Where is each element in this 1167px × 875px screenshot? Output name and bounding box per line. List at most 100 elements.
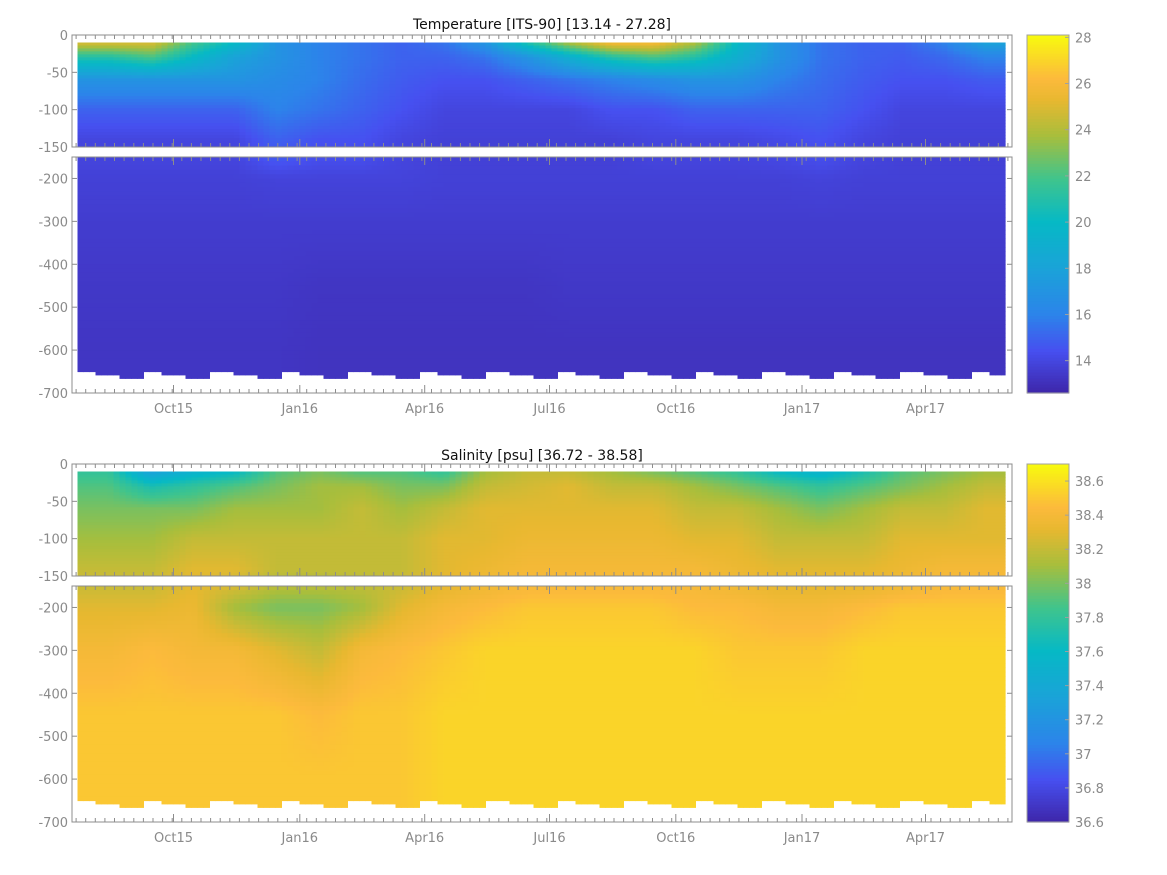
heatmap-cell — [192, 312, 199, 317]
heatmap-cell — [156, 324, 163, 329]
heatmap-cell — [276, 183, 283, 188]
heatmap-cell — [420, 234, 427, 239]
heatmap-cell — [174, 221, 181, 226]
heatmap-cell — [372, 183, 379, 188]
heatmap-cell — [270, 102, 277, 106]
heatmap-cell — [408, 251, 415, 256]
heatmap-cell — [270, 204, 277, 209]
heatmap-cell — [126, 183, 133, 188]
heatmap-cell — [96, 157, 103, 162]
heatmap-cell — [282, 324, 289, 329]
heatmap-cell — [264, 286, 271, 291]
heatmap-cell — [102, 93, 109, 97]
heatmap-cell — [414, 247, 421, 252]
heatmap-cell — [156, 367, 163, 372]
heatmap-cell — [204, 324, 211, 329]
heatmap-cell — [120, 269, 127, 274]
heatmap-cell — [402, 209, 409, 214]
heatmap-cell — [252, 239, 259, 244]
heatmap-cell — [384, 346, 391, 351]
heatmap-cell — [78, 273, 85, 278]
heatmap-cell — [216, 105, 223, 109]
heatmap-cell — [396, 87, 403, 91]
heatmap-cell — [150, 117, 157, 121]
heatmap-cell — [420, 286, 427, 291]
heatmap-cell — [420, 78, 427, 82]
heatmap-cell — [210, 60, 217, 64]
heatmap-cell — [84, 54, 91, 58]
heatmap-cell — [390, 209, 397, 214]
heatmap-cell — [384, 221, 391, 226]
heatmap-cell — [246, 170, 253, 175]
heatmap-cell — [354, 286, 361, 291]
heatmap-cell — [96, 260, 103, 265]
heatmap-cell — [114, 290, 121, 295]
heatmap-cell — [372, 138, 379, 142]
heatmap-cell — [96, 239, 103, 244]
heatmap-cell — [84, 60, 91, 64]
heatmap-cell — [294, 234, 301, 239]
heatmap-cell — [252, 316, 259, 321]
heatmap-cell — [258, 226, 265, 231]
heatmap-cell — [228, 120, 235, 124]
heatmap-cell — [204, 63, 211, 67]
heatmap-cell — [210, 221, 217, 226]
heatmap-cell — [192, 63, 199, 67]
heatmap-cell — [276, 57, 283, 61]
heatmap-cell — [198, 99, 205, 103]
heatmap-cell — [222, 290, 229, 295]
heatmap-cell — [276, 138, 283, 142]
heatmap-cell — [384, 359, 391, 364]
heatmap-cell — [402, 234, 409, 239]
heatmap-cell — [126, 43, 133, 47]
heatmap-cell — [318, 84, 325, 88]
heatmap-cell — [258, 217, 265, 222]
heatmap-cell — [372, 161, 379, 166]
heatmap-cell — [282, 123, 289, 127]
heatmap-cell — [312, 179, 319, 184]
heatmap-cell — [192, 174, 199, 179]
heatmap-cell — [330, 350, 337, 355]
heatmap-cell — [156, 141, 163, 145]
heatmap-cell — [348, 277, 355, 282]
heatmap-cell — [366, 243, 373, 248]
heatmap-cell — [228, 114, 235, 118]
heatmap-cell — [414, 286, 421, 291]
heatmap-cell — [120, 329, 127, 334]
heatmap-cell — [126, 376, 133, 379]
heatmap-cell — [408, 123, 415, 127]
heatmap-cell — [372, 247, 379, 252]
heatmap-cell — [390, 48, 397, 52]
heatmap-cell — [228, 299, 235, 304]
heatmap-cell — [156, 299, 163, 304]
heatmap-cell — [408, 191, 415, 196]
heatmap-cell — [420, 337, 427, 342]
heatmap-cell — [402, 170, 409, 175]
heatmap-cell — [354, 264, 361, 269]
heatmap-cell — [192, 269, 199, 274]
heatmap-cell — [324, 183, 331, 188]
heatmap-cell — [354, 333, 361, 338]
heatmap-cell — [210, 239, 217, 244]
heatmap-cell — [108, 96, 115, 100]
heatmap-cell — [276, 60, 283, 64]
heatmap-cell — [234, 179, 241, 184]
heatmap-cell — [162, 277, 169, 282]
heatmap-cell — [342, 51, 349, 55]
heatmap-cell — [390, 204, 397, 209]
heatmap-cell — [252, 247, 259, 252]
heatmap-cell — [138, 269, 145, 274]
heatmap-cell — [324, 307, 331, 312]
heatmap-cell — [240, 260, 247, 265]
heatmap-cell — [78, 234, 85, 239]
heatmap-cell — [96, 161, 103, 166]
heatmap-cell — [312, 312, 319, 317]
heatmap-cell — [162, 354, 169, 359]
heatmap-cell — [90, 234, 97, 239]
heatmap-cell — [204, 329, 211, 334]
heatmap-cell — [102, 217, 109, 222]
heatmap-cell — [396, 320, 403, 325]
heatmap-cell — [336, 230, 343, 235]
heatmap-cell — [396, 138, 403, 142]
heatmap-cell — [204, 303, 211, 308]
